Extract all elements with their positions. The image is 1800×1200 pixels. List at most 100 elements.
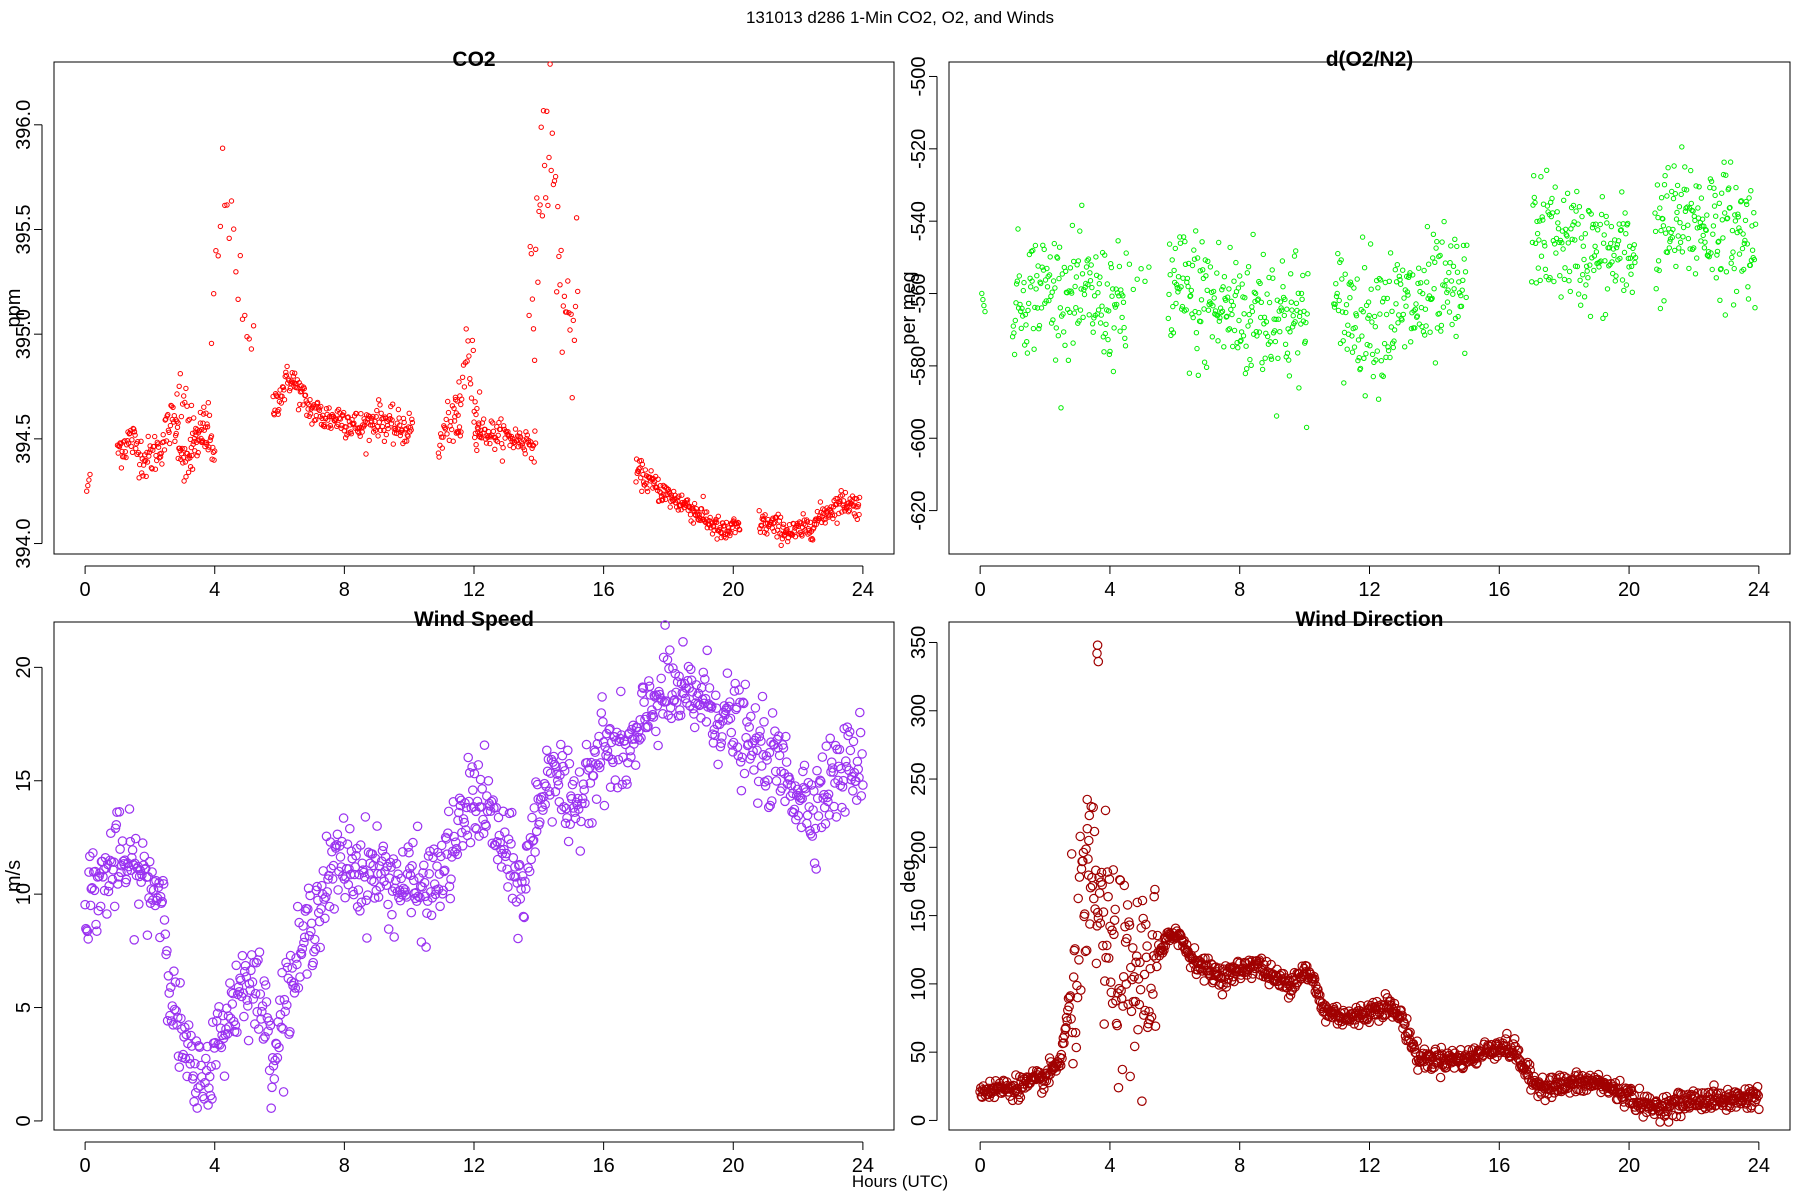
data-point xyxy=(259,976,269,986)
y-tick-label: -500 xyxy=(908,56,930,96)
data-point xyxy=(544,786,554,797)
data-point xyxy=(475,774,486,785)
data-point xyxy=(1421,267,1427,274)
data-point xyxy=(1119,880,1130,891)
x-tick-label: 12 xyxy=(463,1155,485,1177)
data-point xyxy=(1070,340,1076,346)
data-point xyxy=(1254,333,1260,339)
data-point xyxy=(1555,220,1561,226)
data-point xyxy=(1363,351,1369,357)
data-point xyxy=(407,424,414,431)
data-point xyxy=(388,854,399,864)
data-point xyxy=(1277,329,1283,335)
data-point xyxy=(1085,882,1096,893)
data-point xyxy=(1673,216,1680,222)
data-point xyxy=(684,497,691,503)
data-point xyxy=(1694,225,1701,231)
data-point xyxy=(1055,333,1062,339)
data-point xyxy=(454,398,460,404)
data-point xyxy=(1261,314,1268,320)
data-point xyxy=(1379,372,1385,378)
x-tick-label: 0 xyxy=(975,579,986,601)
data-point xyxy=(675,705,685,715)
data-point xyxy=(319,415,325,421)
data-point xyxy=(696,511,702,518)
data-point xyxy=(255,989,266,999)
data-point xyxy=(1418,280,1424,286)
data-point xyxy=(1280,284,1286,290)
data-point xyxy=(415,892,425,903)
data-point xyxy=(302,969,312,979)
data-point xyxy=(430,889,441,900)
data-point xyxy=(469,337,476,344)
data-point xyxy=(829,512,835,518)
data-point xyxy=(1347,279,1354,285)
data-point xyxy=(1235,285,1242,291)
data-point xyxy=(450,438,456,444)
data-point xyxy=(1270,275,1276,281)
data-point xyxy=(1032,304,1038,311)
data-point xyxy=(1283,993,1294,1003)
data-point xyxy=(1180,234,1187,240)
data-point xyxy=(228,198,235,204)
data-point xyxy=(282,962,293,973)
data-point xyxy=(451,843,462,854)
data-point xyxy=(339,422,345,429)
data-point xyxy=(1076,318,1082,324)
data-point xyxy=(575,288,581,295)
data-point xyxy=(1712,192,1718,199)
data-point xyxy=(1454,243,1460,250)
data-point xyxy=(808,786,819,796)
data-point xyxy=(1631,242,1638,248)
data-point xyxy=(422,908,432,918)
data-point xyxy=(1269,267,1275,273)
data-point xyxy=(1361,265,1368,271)
data-point xyxy=(367,414,373,420)
data-point xyxy=(516,884,526,894)
data-point xyxy=(639,697,649,707)
data-point xyxy=(1081,945,1092,956)
data-point xyxy=(1110,904,1120,915)
data-point xyxy=(1455,313,1461,320)
data-point xyxy=(1077,228,1083,234)
data-point xyxy=(1588,211,1594,217)
data-point xyxy=(373,892,384,902)
data-point xyxy=(1281,312,1288,319)
data-point xyxy=(279,393,285,399)
data-point xyxy=(1365,299,1372,305)
data-point xyxy=(1449,321,1455,328)
data-point xyxy=(1391,338,1397,344)
data-point xyxy=(1126,962,1136,973)
data-point xyxy=(258,1034,269,1044)
data-point xyxy=(1114,983,1124,994)
data-point xyxy=(1304,311,1310,317)
data-point xyxy=(1272,338,1279,345)
data-point xyxy=(323,874,333,884)
data-point xyxy=(281,387,287,393)
data-point xyxy=(1381,340,1388,347)
data-point xyxy=(548,167,554,174)
data-point xyxy=(1250,231,1256,238)
data-point xyxy=(246,336,252,342)
data-point xyxy=(1098,907,1109,917)
data-point xyxy=(1299,296,1305,302)
data-point xyxy=(1273,413,1280,419)
data-point xyxy=(536,208,542,215)
panel-title: Wind Speed xyxy=(414,608,534,631)
data-point xyxy=(1115,238,1121,244)
data-point xyxy=(353,885,364,895)
data-point xyxy=(1621,249,1628,256)
data-point xyxy=(285,1027,295,1037)
data-point xyxy=(1195,372,1202,378)
data-point xyxy=(1716,238,1722,245)
data-point xyxy=(1141,919,1151,930)
data-point xyxy=(1553,250,1559,256)
data-point xyxy=(404,847,414,858)
data-point xyxy=(281,1000,292,1010)
data-point xyxy=(1435,1072,1446,1083)
data-point xyxy=(1264,291,1270,297)
data-point xyxy=(446,874,456,884)
data-point xyxy=(1617,255,1623,262)
data-point xyxy=(828,767,839,777)
data-point xyxy=(204,421,210,427)
